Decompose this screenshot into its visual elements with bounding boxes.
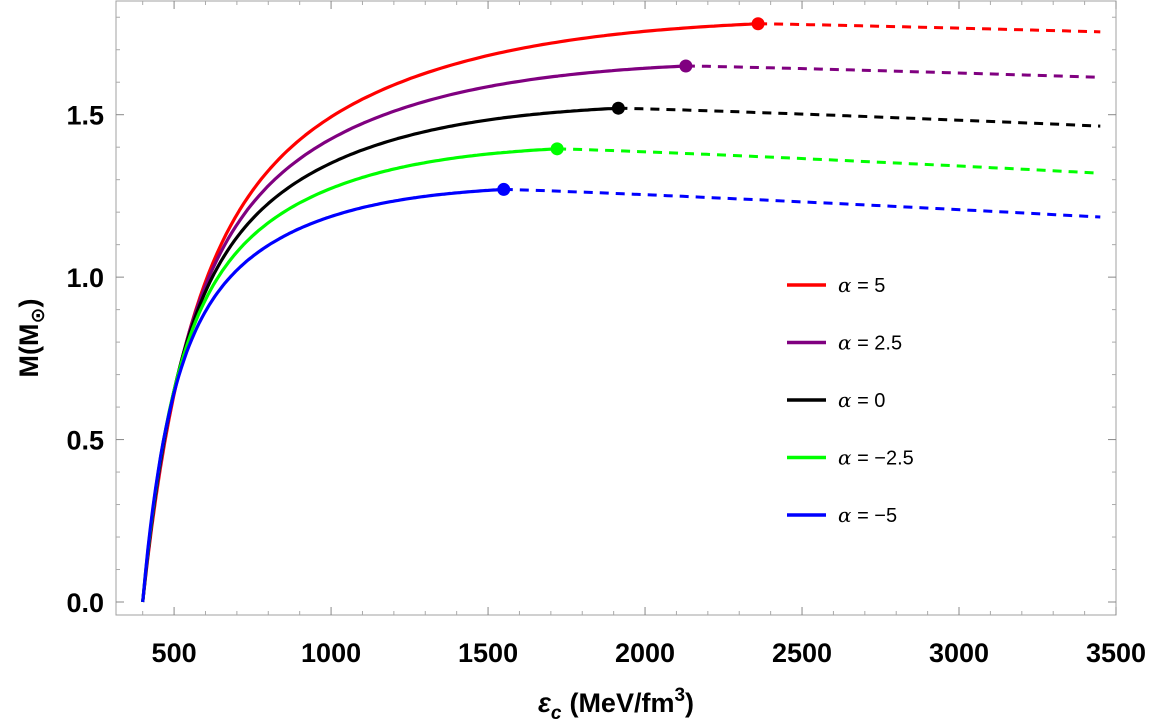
series-line-solid bbox=[141, 187, 504, 603]
tick-labels: 500 1000 1500 2000 2500 3000 3500 0.0 0.5 1.0 1.5 bbox=[66, 101, 1146, 668]
x-axis-label: εc (MeV/fm3) bbox=[538, 685, 694, 722]
x-tick-label: 3500 bbox=[1086, 638, 1146, 668]
max-mass-point bbox=[611, 101, 625, 115]
legend-label: α = 0 bbox=[838, 388, 885, 412]
x-axis-label-close: ) bbox=[685, 688, 694, 718]
legend-label-value: = 2.5 bbox=[852, 333, 903, 355]
series-line-dashed bbox=[758, 22, 1101, 34]
legend-label-greek: α bbox=[838, 446, 852, 470]
series-line-dashed bbox=[618, 106, 1101, 128]
x-tick-label: 1000 bbox=[301, 638, 361, 668]
legend-label-greek: α bbox=[838, 331, 852, 355]
x-tick-label: 500 bbox=[152, 638, 197, 668]
y-tick-label: 1.0 bbox=[66, 263, 104, 293]
x-tick-label: 2000 bbox=[615, 638, 675, 668]
y-axis-label-close: ) bbox=[14, 299, 44, 308]
legend-label-greek: α bbox=[838, 388, 852, 412]
y-axis-label: M(M⊙) bbox=[14, 299, 49, 378]
y-axis-label-main: M(M bbox=[14, 323, 44, 377]
legend-label: α = 2.5 bbox=[838, 331, 902, 355]
x-tick-label: 1500 bbox=[458, 638, 518, 668]
series-line-dashed bbox=[685, 64, 1101, 79]
legend-label-value: = −2.5 bbox=[852, 448, 914, 470]
legend-label-value: = 5 bbox=[852, 275, 886, 297]
max-mass-point bbox=[550, 142, 564, 156]
legend: α = 5α = 2.5α = 0α = −2.5α = −5 bbox=[787, 273, 914, 527]
series-line-solid bbox=[141, 147, 558, 603]
legend-label-greek: α bbox=[838, 503, 852, 527]
series-lines bbox=[141, 17, 1101, 603]
x-axis-label-exponent: 3 bbox=[674, 685, 685, 706]
max-mass-point bbox=[751, 17, 765, 31]
x-axis-label-unit: (MeV/fm bbox=[569, 688, 674, 718]
series-line-solid bbox=[141, 64, 686, 603]
series-line-dashed bbox=[503, 187, 1101, 219]
plot-frame bbox=[115, 0, 1117, 616]
max-mass-point bbox=[679, 59, 693, 73]
series-line-solid bbox=[141, 106, 619, 603]
legend-label-value: = −5 bbox=[852, 505, 898, 527]
x-axis-label-symbol: ε bbox=[538, 688, 552, 718]
legend-label-value: = 0 bbox=[852, 390, 886, 412]
max-mass-point bbox=[497, 182, 511, 196]
x-tick-label: 2500 bbox=[772, 638, 832, 668]
x-tick-label: 3000 bbox=[929, 638, 989, 668]
y-tick-label: 0.5 bbox=[66, 426, 104, 456]
ticks bbox=[116, 1, 1117, 615]
series-line-dashed bbox=[557, 147, 1101, 175]
legend-label-greek: α bbox=[838, 273, 852, 297]
legend-label: α = −5 bbox=[838, 503, 897, 527]
legend-label: α = 5 bbox=[838, 273, 885, 297]
y-tick-label: 1.5 bbox=[66, 101, 104, 131]
series-line-solid bbox=[141, 22, 759, 603]
legend-label: α = −2.5 bbox=[838, 446, 914, 470]
x-axis-label-subscript: c bbox=[551, 703, 562, 722]
y-tick-label: 0.0 bbox=[66, 588, 104, 618]
y-axis-label-sun-symbol: ⊙ bbox=[28, 308, 49, 324]
